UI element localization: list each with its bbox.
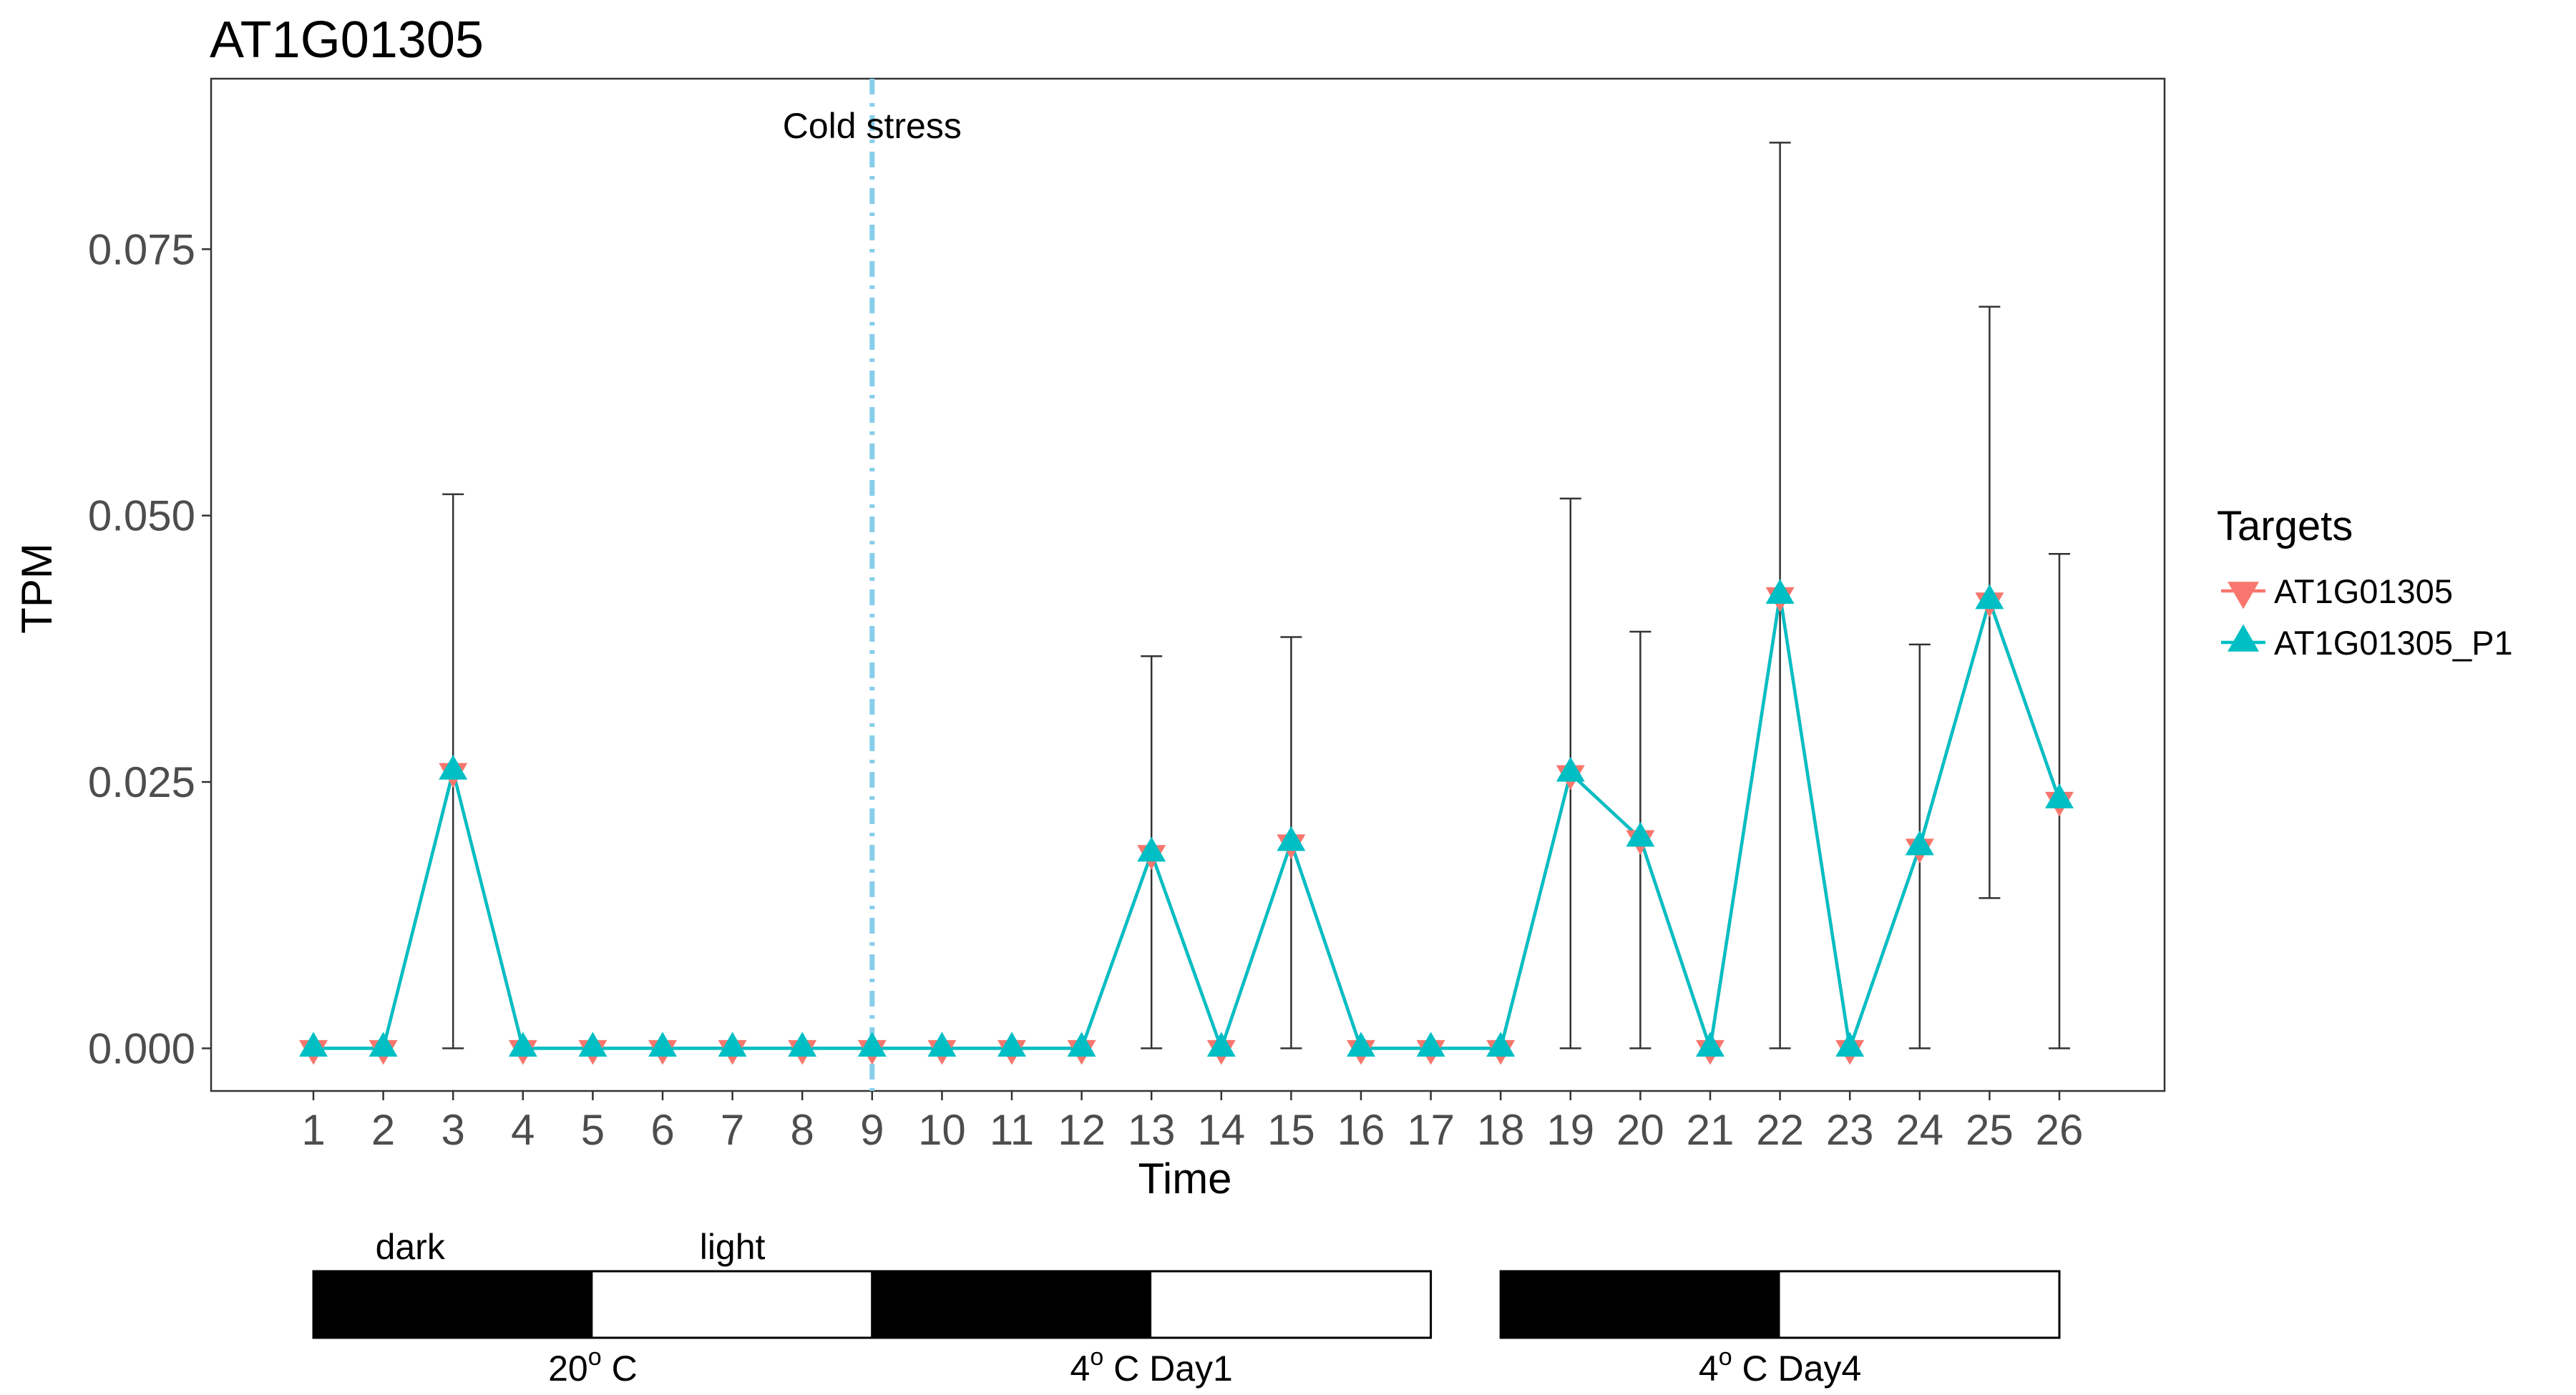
data-point [1696,1032,1724,1057]
legend-title: Targets [2217,503,2353,549]
data-point [1347,1032,1375,1057]
data-point [1905,830,1934,856]
error-bar-layer [442,142,2070,1049]
data-point [1277,826,1306,851]
data-point [927,1032,957,1057]
x-tick-label: 21 [1687,1106,1735,1154]
series-point-layer [299,579,2074,1065]
data-point [1486,1032,1516,1057]
light-segment [1151,1271,1431,1338]
legend-key-marker [2228,582,2259,610]
condition-bar-label: 4o C Day4 [1699,1343,1861,1389]
legend-label: AT1G01305 [2274,572,2453,610]
x-tick-label: 16 [1337,1106,1385,1154]
x-tick-label: 5 [581,1106,605,1154]
condition-bar-label: 20o C [548,1343,638,1389]
data-point [788,1032,817,1057]
dark-label: dark [376,1227,446,1267]
condition-bar: dark light 20o C [312,1227,874,1389]
x-tick-label: 24 [1896,1106,1943,1154]
annotation-layer: Cold stress [783,79,962,1091]
series-line-layer [313,594,2062,1050]
data-point [2045,783,2074,808]
x-tick-label: 8 [791,1106,814,1154]
data-point [648,1032,677,1057]
light-segment [592,1271,872,1338]
x-tick-label: 17 [1407,1106,1455,1154]
data-point [857,1032,887,1057]
legend-label: AT1G01305_P1 [2274,624,2513,662]
x-tick-label: 19 [1546,1106,1594,1154]
x-tick-label: 3 [441,1106,465,1154]
x-tick-label: 13 [1128,1106,1176,1154]
condition-bar-outline [1499,1270,2061,1339]
data-point [1137,836,1166,862]
chart-title: AT1G01305 [210,11,484,69]
x-axis-title: Time [1138,1155,1231,1203]
data-point [1556,757,1585,782]
data-point [1206,1032,1236,1057]
data-point [439,755,468,780]
series-line-at1g01305 [313,594,2062,1050]
x-axis: 1 2 3 4 5 6 7 8 9 10 11 12 13 14 15 16 17 18 19 20 21 22 23 24 2… [301,1091,2083,1154]
legend: Targets AT1G01305 AT1G01305_P1 [2217,503,2513,662]
y-tick-label: 0.025 [88,758,195,806]
x-tick-label: 14 [1197,1106,1245,1154]
y-axis: 0.000 0.025 0.050 0.075 [88,225,211,1072]
x-tick-label: 2 [371,1106,395,1154]
x-tick-label: 6 [650,1106,674,1154]
x-tick-label: 10 [918,1106,966,1154]
data-point [997,1032,1026,1057]
x-tick-label: 15 [1267,1106,1315,1154]
series-line-at1g01305-p1 [313,594,2062,1050]
x-tick-label: 20 [1616,1106,1664,1154]
y-axis-title: TPM [13,543,61,634]
legend-key-marker [2228,624,2259,652]
x-tick-label: 22 [1756,1106,1804,1154]
condition-bar: 4o C Day1 [871,1270,1433,1389]
x-tick-label: 26 [2036,1106,2084,1154]
x-tick-label: 4 [511,1106,535,1154]
y-tick-label: 0.000 [88,1024,195,1072]
data-point [1975,584,2004,610]
y-tick-label: 0.050 [88,492,195,540]
data-point [508,1032,537,1057]
cold-stress-label: Cold stress [783,106,962,146]
light-label: light [700,1227,766,1267]
x-tick-label: 9 [860,1106,884,1154]
data-point [718,1032,747,1057]
x-tick-label: 18 [1477,1106,1525,1154]
data-point [1416,1032,1445,1057]
data-point [299,1032,328,1057]
x-tick-label: 12 [1058,1106,1106,1154]
condition-bar-label: 4o C Day1 [1070,1343,1233,1389]
x-tick-label: 1 [301,1106,325,1154]
x-tick-label: 23 [1826,1106,1874,1154]
data-point [1765,579,1795,604]
data-point [578,1032,608,1057]
data-point [1067,1032,1096,1057]
data-point [1835,1032,1865,1057]
data-point [369,1032,398,1057]
dark-segment [872,1271,1152,1338]
data-point [1626,821,1655,847]
light-segment [1780,1271,2059,1338]
condition-bar: 4o C Day4 [1499,1270,2061,1389]
condition-bars: dark light 20o C 4o C Day1 4o C Day4 [312,1227,2061,1389]
dark-segment [313,1271,593,1338]
x-tick-label: 7 [721,1106,744,1154]
plot-panel [210,77,2166,1092]
condition-bar-outline [871,1270,1433,1339]
y-tick-label: 0.075 [88,225,195,273]
legend-item: AT1G01305_P1 [2221,624,2513,662]
dark-segment [1501,1271,1780,1338]
legend-item: AT1G01305 [2221,572,2453,610]
x-tick-label: 11 [990,1106,1034,1154]
x-tick-label: 25 [1966,1106,2014,1154]
